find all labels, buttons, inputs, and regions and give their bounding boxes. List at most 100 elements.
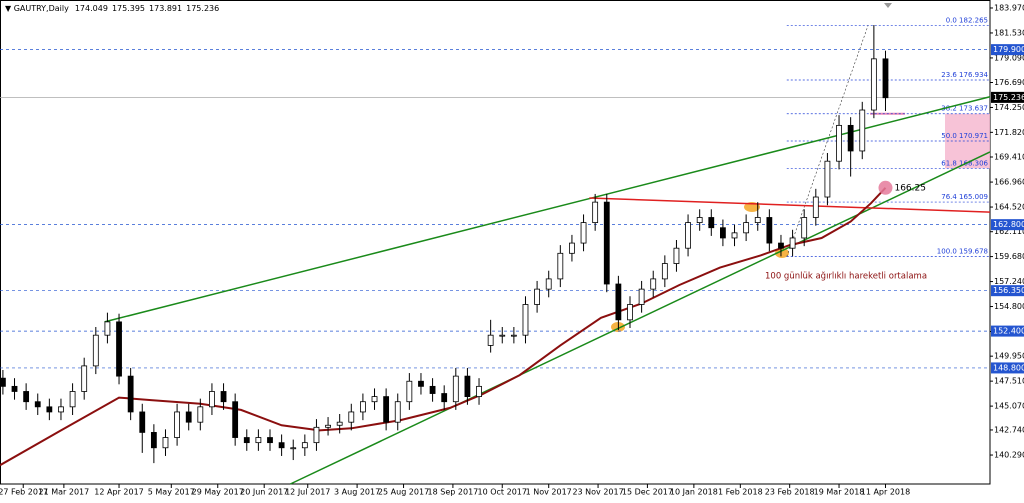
candle-body — [847, 124, 854, 152]
moving-average — [0, 187, 887, 467]
header-open: 174.049 — [75, 4, 108, 13]
x-tick-label: 23 Nov 2017 — [572, 488, 623, 497]
candle-body — [487, 334, 494, 346]
x-tick-label: 11 Apr 2018 — [861, 488, 910, 497]
candle-body — [522, 304, 529, 336]
candle-body — [731, 232, 738, 239]
candle-body — [510, 334, 517, 337]
candle-body — [685, 222, 691, 249]
x-tick-label: 29 May 2017 — [192, 488, 244, 497]
candle-body — [569, 242, 575, 254]
candle-body — [592, 201, 599, 224]
candle-body — [406, 380, 413, 403]
fib-label: 38.2 173.637 — [941, 105, 988, 113]
candle-body — [743, 222, 750, 234]
header-close: 175.236 — [186, 4, 219, 13]
candle-body — [371, 396, 378, 403]
x-tick-label: 15 Dec 2017 — [622, 488, 673, 497]
candle-body — [290, 447, 297, 450]
candle-body — [185, 411, 192, 423]
level-label: 156.350 — [993, 286, 1024, 295]
y-tick-label: 145.070 — [994, 402, 1024, 411]
candle-body — [116, 321, 122, 377]
candle-body — [301, 442, 308, 449]
y-tick-label: 176.690 — [994, 78, 1024, 87]
y-tick-label: 181.530 — [994, 28, 1024, 37]
level-label-box — [991, 44, 1024, 56]
y-tick-label: 183.970 — [994, 3, 1024, 12]
candle-body — [174, 411, 180, 438]
candle-body — [325, 424, 331, 428]
candle-body — [534, 288, 540, 305]
candle-body — [720, 227, 726, 239]
header-high: 175.395 — [112, 4, 145, 13]
x-tick-label: 1 Nov 2017 — [526, 488, 572, 497]
candle-body — [766, 217, 773, 244]
candle-body — [778, 242, 784, 249]
x-tick-label: 20 Jun 2017 — [240, 488, 288, 497]
trendline — [104, 95, 991, 323]
scroll-marker — [884, 3, 892, 8]
candle-body — [394, 401, 401, 423]
y-tick-label: 166.960 — [994, 178, 1024, 187]
level-label: 179.900 — [993, 45, 1024, 54]
candle-body — [313, 426, 320, 444]
candle-body — [0, 377, 6, 387]
level-label-box — [991, 219, 1024, 231]
ma-annotation: 100 günlük ağırlıklı hareketli ortalama — [765, 272, 927, 282]
fib-label: 0.0 182.265 — [946, 16, 988, 24]
candle-body — [836, 124, 842, 162]
candle-body — [708, 217, 715, 229]
candle-body — [580, 222, 587, 244]
candle-body — [673, 247, 680, 264]
candle-body — [360, 401, 366, 413]
y-tick-label: 162.110 — [994, 227, 1024, 236]
candle-body — [557, 252, 564, 280]
candle-body — [255, 437, 262, 444]
candle-body — [383, 396, 390, 423]
candle-body — [336, 421, 343, 426]
candle-body — [464, 375, 471, 397]
chart-layer: 183.970 181.530 179.090 176.690 174.250 171.8… — [0, 3, 1024, 497]
y-tick-label: 149.950 — [994, 352, 1024, 361]
x-tick-label: 1 Feb 2018 — [718, 488, 763, 497]
candle-body — [278, 442, 285, 449]
x-tick-label: 10 Jan 2018 — [670, 488, 718, 497]
highlight-marker — [775, 248, 789, 258]
candle-body — [267, 437, 273, 444]
y-tick-label: 179.090 — [994, 53, 1024, 62]
y-tick-label: 154.800 — [994, 302, 1024, 311]
level-label-box — [991, 362, 1024, 374]
menu-arrow: ▼ — [5, 4, 14, 13]
candle-body — [545, 278, 552, 290]
y-tick-label: 174.250 — [994, 103, 1024, 112]
candle-body — [429, 385, 436, 394]
y-tick-label: 140.290 — [994, 451, 1024, 460]
x-tick-label: 3 Aug 2017 — [334, 488, 380, 497]
candle-body — [870, 58, 877, 111]
level-label: 162.800 — [993, 220, 1024, 229]
chart-title: GAUTRY,Daily — [14, 4, 69, 13]
x-tick-label: 23 Feb 2018 — [765, 488, 815, 497]
x-tick-label: 19 Mar 2018 — [814, 488, 865, 497]
x-tick-label: 5 May 2017 — [148, 488, 195, 497]
y-tick-label: 142.740 — [994, 425, 1024, 434]
y-tick-label: 159.680 — [994, 252, 1024, 261]
y-tick-label: 164.520 — [994, 203, 1024, 212]
x-tick-label: 18 Sep 2017 — [428, 488, 479, 497]
candle-body — [603, 201, 610, 285]
fib-label: 50.0 170.971 — [941, 132, 988, 140]
x-tick-label: 12 Apr 2017 — [94, 488, 143, 497]
header: ▼ GAUTRY,Daily 174.049 175.395 173.891 175.2… — [5, 4, 219, 13]
fib-label: 76.4 165.009 — [941, 193, 988, 201]
candle-body — [661, 263, 668, 280]
y-tick-label: 157.240 — [994, 277, 1024, 286]
trendline — [589, 197, 991, 213]
candle-body — [801, 217, 808, 239]
x-tick-label: 21 Mar 2017 — [39, 488, 90, 497]
candle-body — [824, 160, 831, 198]
y-tick-label: 171.820 — [994, 128, 1024, 137]
current-price-box — [991, 91, 1024, 103]
candle-body — [139, 411, 146, 433]
